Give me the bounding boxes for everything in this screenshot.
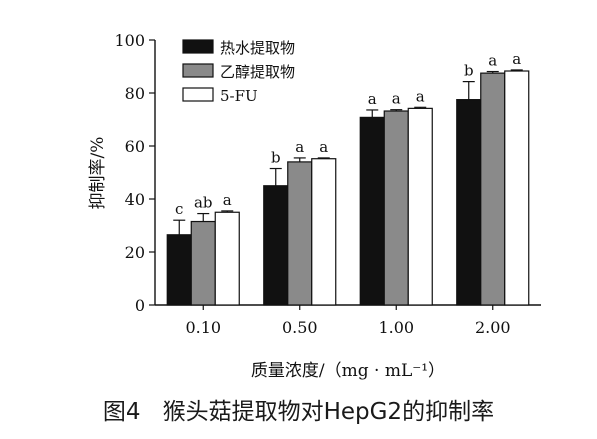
significance-label: ab — [194, 194, 213, 212]
x-tick-label: 1.00 — [378, 318, 414, 337]
bar — [456, 99, 482, 306]
y-tick-label: 80 — [125, 84, 145, 103]
significance-label: a — [319, 138, 328, 156]
bar — [359, 116, 385, 306]
legend-swatch — [182, 63, 214, 78]
bar — [214, 211, 240, 306]
significance-label: a — [368, 90, 377, 108]
significance-label: b — [271, 149, 281, 167]
significance-label: c — [175, 200, 183, 218]
significance-label: b — [464, 62, 474, 80]
bar — [480, 72, 506, 306]
bar — [190, 220, 216, 306]
legend-swatch — [182, 39, 214, 54]
x-axis-label: 质量浓度/（mg · mL⁻¹） — [251, 361, 445, 381]
bar — [504, 70, 530, 306]
significance-label: a — [392, 90, 401, 108]
y-tick-label: 20 — [125, 243, 145, 262]
bar — [311, 158, 337, 306]
significance-label: a — [295, 138, 304, 156]
y-axis-label: 抑制率/% — [88, 137, 108, 210]
caption-number: 图4 — [102, 399, 141, 425]
significance-label: a — [488, 52, 497, 70]
caption-text: 猴头菇提取物对HepG2的抑制率 — [162, 399, 495, 425]
y-tick-label: 40 — [125, 190, 145, 209]
y-tick-label: 100 — [114, 31, 145, 50]
bar — [287, 161, 313, 306]
x-tick-label: 0.50 — [282, 318, 318, 337]
y-tick-label: 0 — [135, 296, 145, 315]
legend-label: 热水提取物 — [220, 39, 295, 57]
significance-label: a — [512, 50, 521, 68]
legend-label: 5-FU — [220, 87, 258, 105]
x-tick-label: 2.00 — [475, 318, 511, 337]
bar — [166, 234, 192, 306]
figure-caption: 图4 猴头菇提取物对HepG2的抑制率 — [0, 392, 597, 426]
significance-label: a — [223, 191, 232, 209]
legend-label: 乙醇提取物 — [220, 63, 295, 81]
x-tick-label: 0.10 — [185, 318, 221, 337]
bar — [263, 185, 289, 306]
y-tick-label: 60 — [125, 137, 145, 156]
significance-label: a — [416, 87, 425, 105]
legend-swatch — [182, 87, 214, 102]
bar — [407, 107, 433, 306]
bar — [383, 110, 409, 306]
